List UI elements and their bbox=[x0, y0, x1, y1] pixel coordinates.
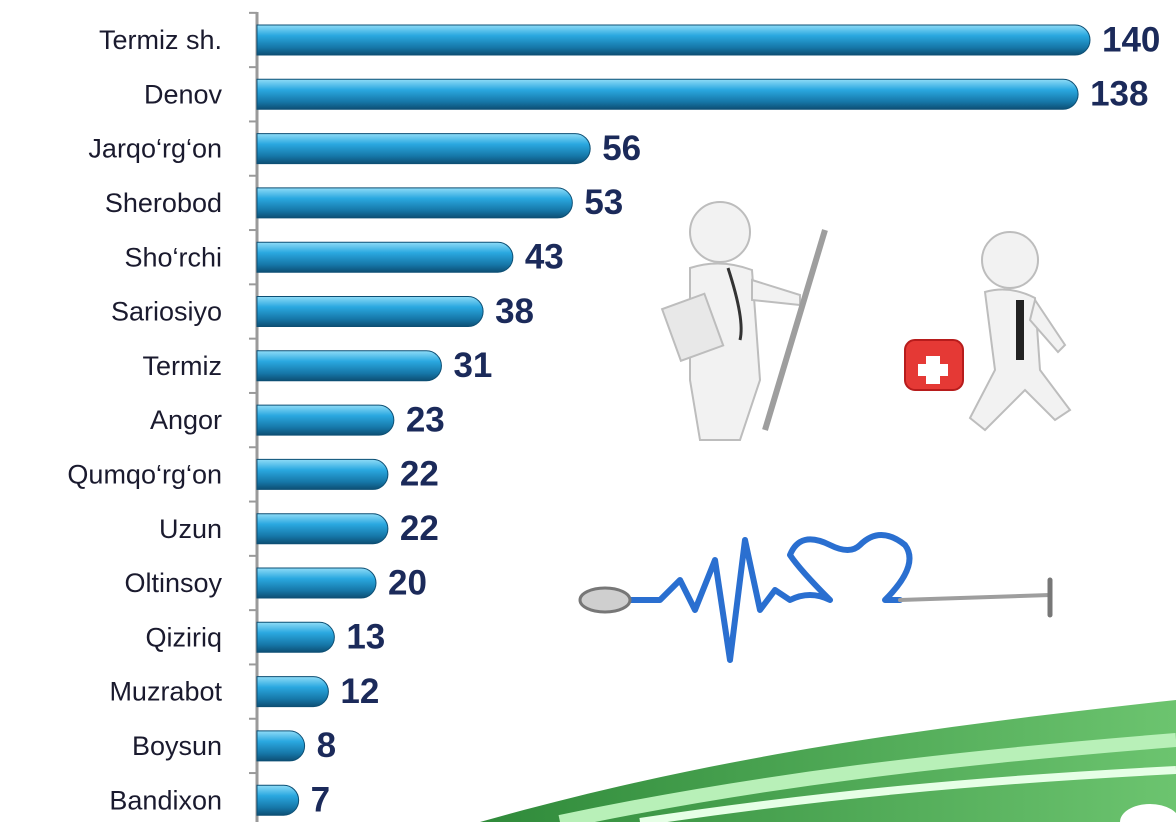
value-label: 22 bbox=[400, 509, 439, 548]
bar bbox=[256, 730, 306, 762]
value-label: 43 bbox=[525, 237, 564, 276]
value-label: 7 bbox=[311, 780, 330, 819]
category-label: Angor bbox=[150, 405, 222, 435]
category-label: Denov bbox=[144, 79, 223, 109]
category-label: Sariosiyo bbox=[111, 297, 222, 327]
bar bbox=[256, 187, 573, 219]
value-label: 8 bbox=[317, 726, 336, 765]
bar bbox=[256, 567, 377, 599]
bar bbox=[256, 513, 389, 545]
value-label: 13 bbox=[346, 618, 385, 657]
category-label: Qiziriq bbox=[145, 622, 222, 652]
bar bbox=[256, 621, 335, 653]
category-label: Sherobod bbox=[105, 188, 222, 218]
category-label: Sho‘rchi bbox=[124, 242, 222, 272]
bar bbox=[256, 676, 329, 708]
bar bbox=[256, 350, 442, 382]
category-label: Uzun bbox=[159, 514, 222, 544]
bar bbox=[256, 784, 300, 816]
value-label: 20 bbox=[388, 563, 427, 602]
value-label: 31 bbox=[453, 346, 492, 385]
bar bbox=[256, 241, 514, 273]
category-label: Termiz sh. bbox=[99, 25, 222, 55]
value-label: 56 bbox=[602, 129, 641, 168]
category-label: Bandixon bbox=[109, 785, 222, 815]
decor-wave bbox=[480, 700, 1176, 822]
value-label: 138 bbox=[1090, 75, 1148, 114]
value-label: 140 bbox=[1102, 20, 1160, 59]
bar bbox=[256, 133, 591, 165]
decor-doctor bbox=[660, 201, 828, 441]
bar bbox=[256, 296, 484, 327]
value-label: 23 bbox=[406, 400, 445, 439]
category-label: Muzrabot bbox=[109, 677, 222, 707]
bar bbox=[256, 404, 395, 436]
value-label: 22 bbox=[400, 455, 439, 494]
decor-heartbeat bbox=[578, 532, 1053, 663]
category-label: Jarqo‘rg‘on bbox=[88, 134, 222, 164]
value-label: 53 bbox=[584, 183, 623, 222]
bar bbox=[256, 458, 389, 490]
bar bbox=[256, 24, 1091, 56]
bar bbox=[256, 78, 1079, 110]
value-label: 12 bbox=[340, 672, 379, 711]
decor-medic bbox=[904, 231, 1072, 432]
category-label: Termiz bbox=[143, 351, 223, 381]
category-label: Oltinsoy bbox=[124, 568, 222, 598]
category-label: Boysun bbox=[132, 731, 222, 761]
value-label: 38 bbox=[495, 292, 534, 331]
category-label: Qumqo‘rg‘on bbox=[67, 460, 222, 490]
